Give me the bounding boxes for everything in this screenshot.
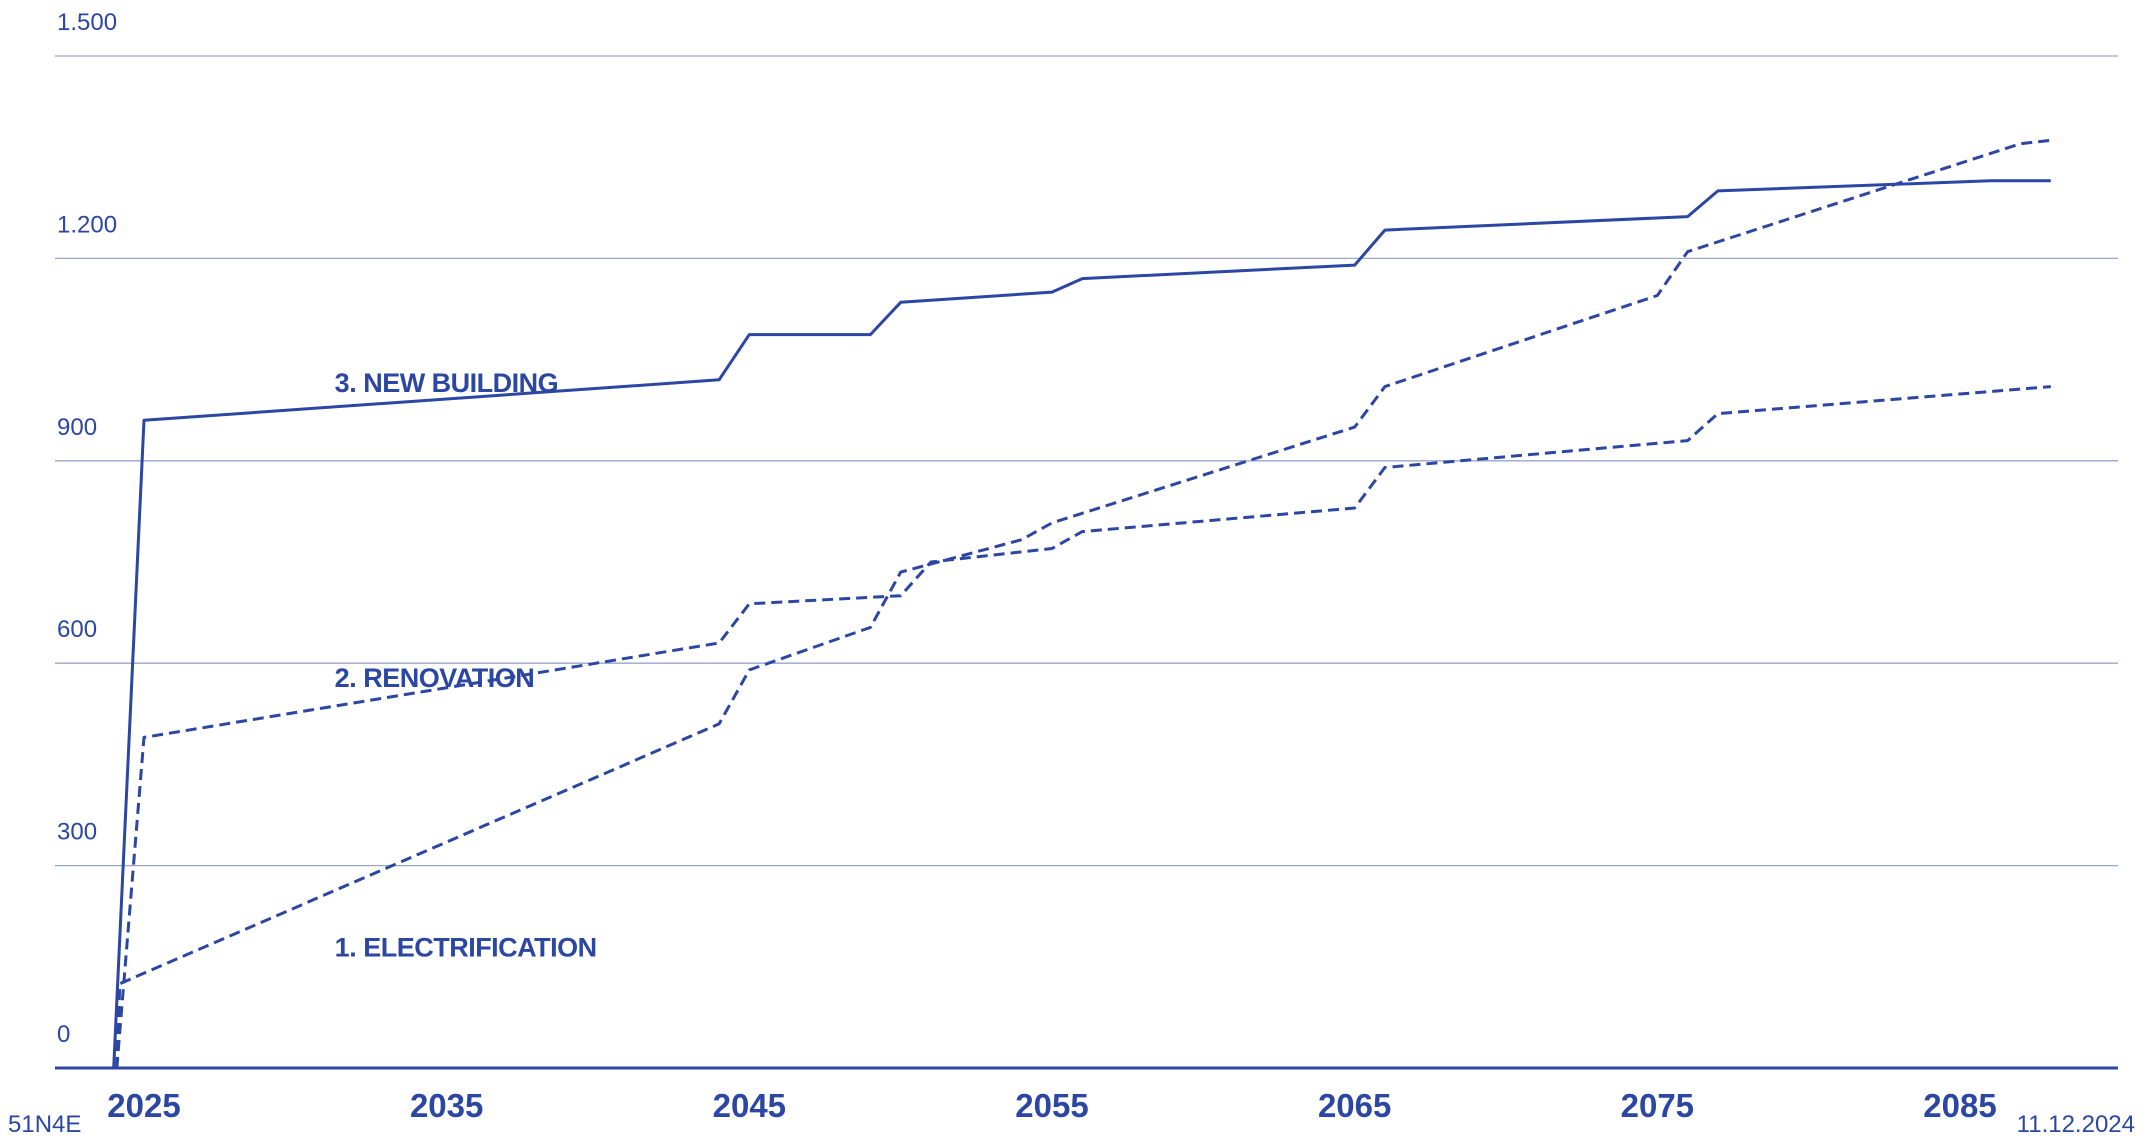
- x-tick-label-2: 2045: [713, 1087, 786, 1124]
- grid-lines: [55, 55, 2118, 1070]
- series-line-new-building: [112, 179, 2051, 1069]
- series-label-new-building: 3. NEW BUILDING: [335, 368, 559, 398]
- x-tick-label-6: 2085: [1923, 1087, 1996, 1124]
- series-line-renovation: [115, 385, 2051, 1069]
- y-tick-label-5: 1.500: [57, 9, 117, 36]
- y-tick-label-4: 1.200: [57, 211, 117, 238]
- footer-left-label: 51N4E: [8, 1111, 82, 1138]
- x-tick-label-4: 2065: [1318, 1087, 1391, 1124]
- y-tick-label-3: 900: [57, 414, 97, 441]
- footer-date-label: 11.12.2024: [2016, 1111, 2135, 1138]
- y-tick-label-0: 0: [57, 1021, 70, 1048]
- y-tick-label-1: 300: [57, 819, 97, 846]
- series-lines: [112, 138, 2051, 1069]
- series-label-electrification: 1. ELECTRIFICATION: [335, 933, 597, 963]
- x-tick-label-1: 2035: [410, 1087, 483, 1124]
- x-tick-label-3: 2055: [1015, 1087, 1088, 1124]
- y-tick-label-2: 600: [57, 616, 97, 643]
- y-axis-tick-labels: 0 300 600 900 1.200 1.500: [57, 9, 117, 1048]
- x-tick-label-0: 2025: [107, 1087, 180, 1124]
- series-labels: 1. ELECTRIFICATION 2. RENOVATION 3. NEW BU…: [335, 368, 598, 963]
- series-label-renovation: 2. RENOVATION: [335, 663, 535, 693]
- x-tick-label-5: 2075: [1621, 1087, 1694, 1124]
- x-axis-tick-labels: 2025 2035 2045 2055 2065 2075 2085: [107, 1087, 1996, 1124]
